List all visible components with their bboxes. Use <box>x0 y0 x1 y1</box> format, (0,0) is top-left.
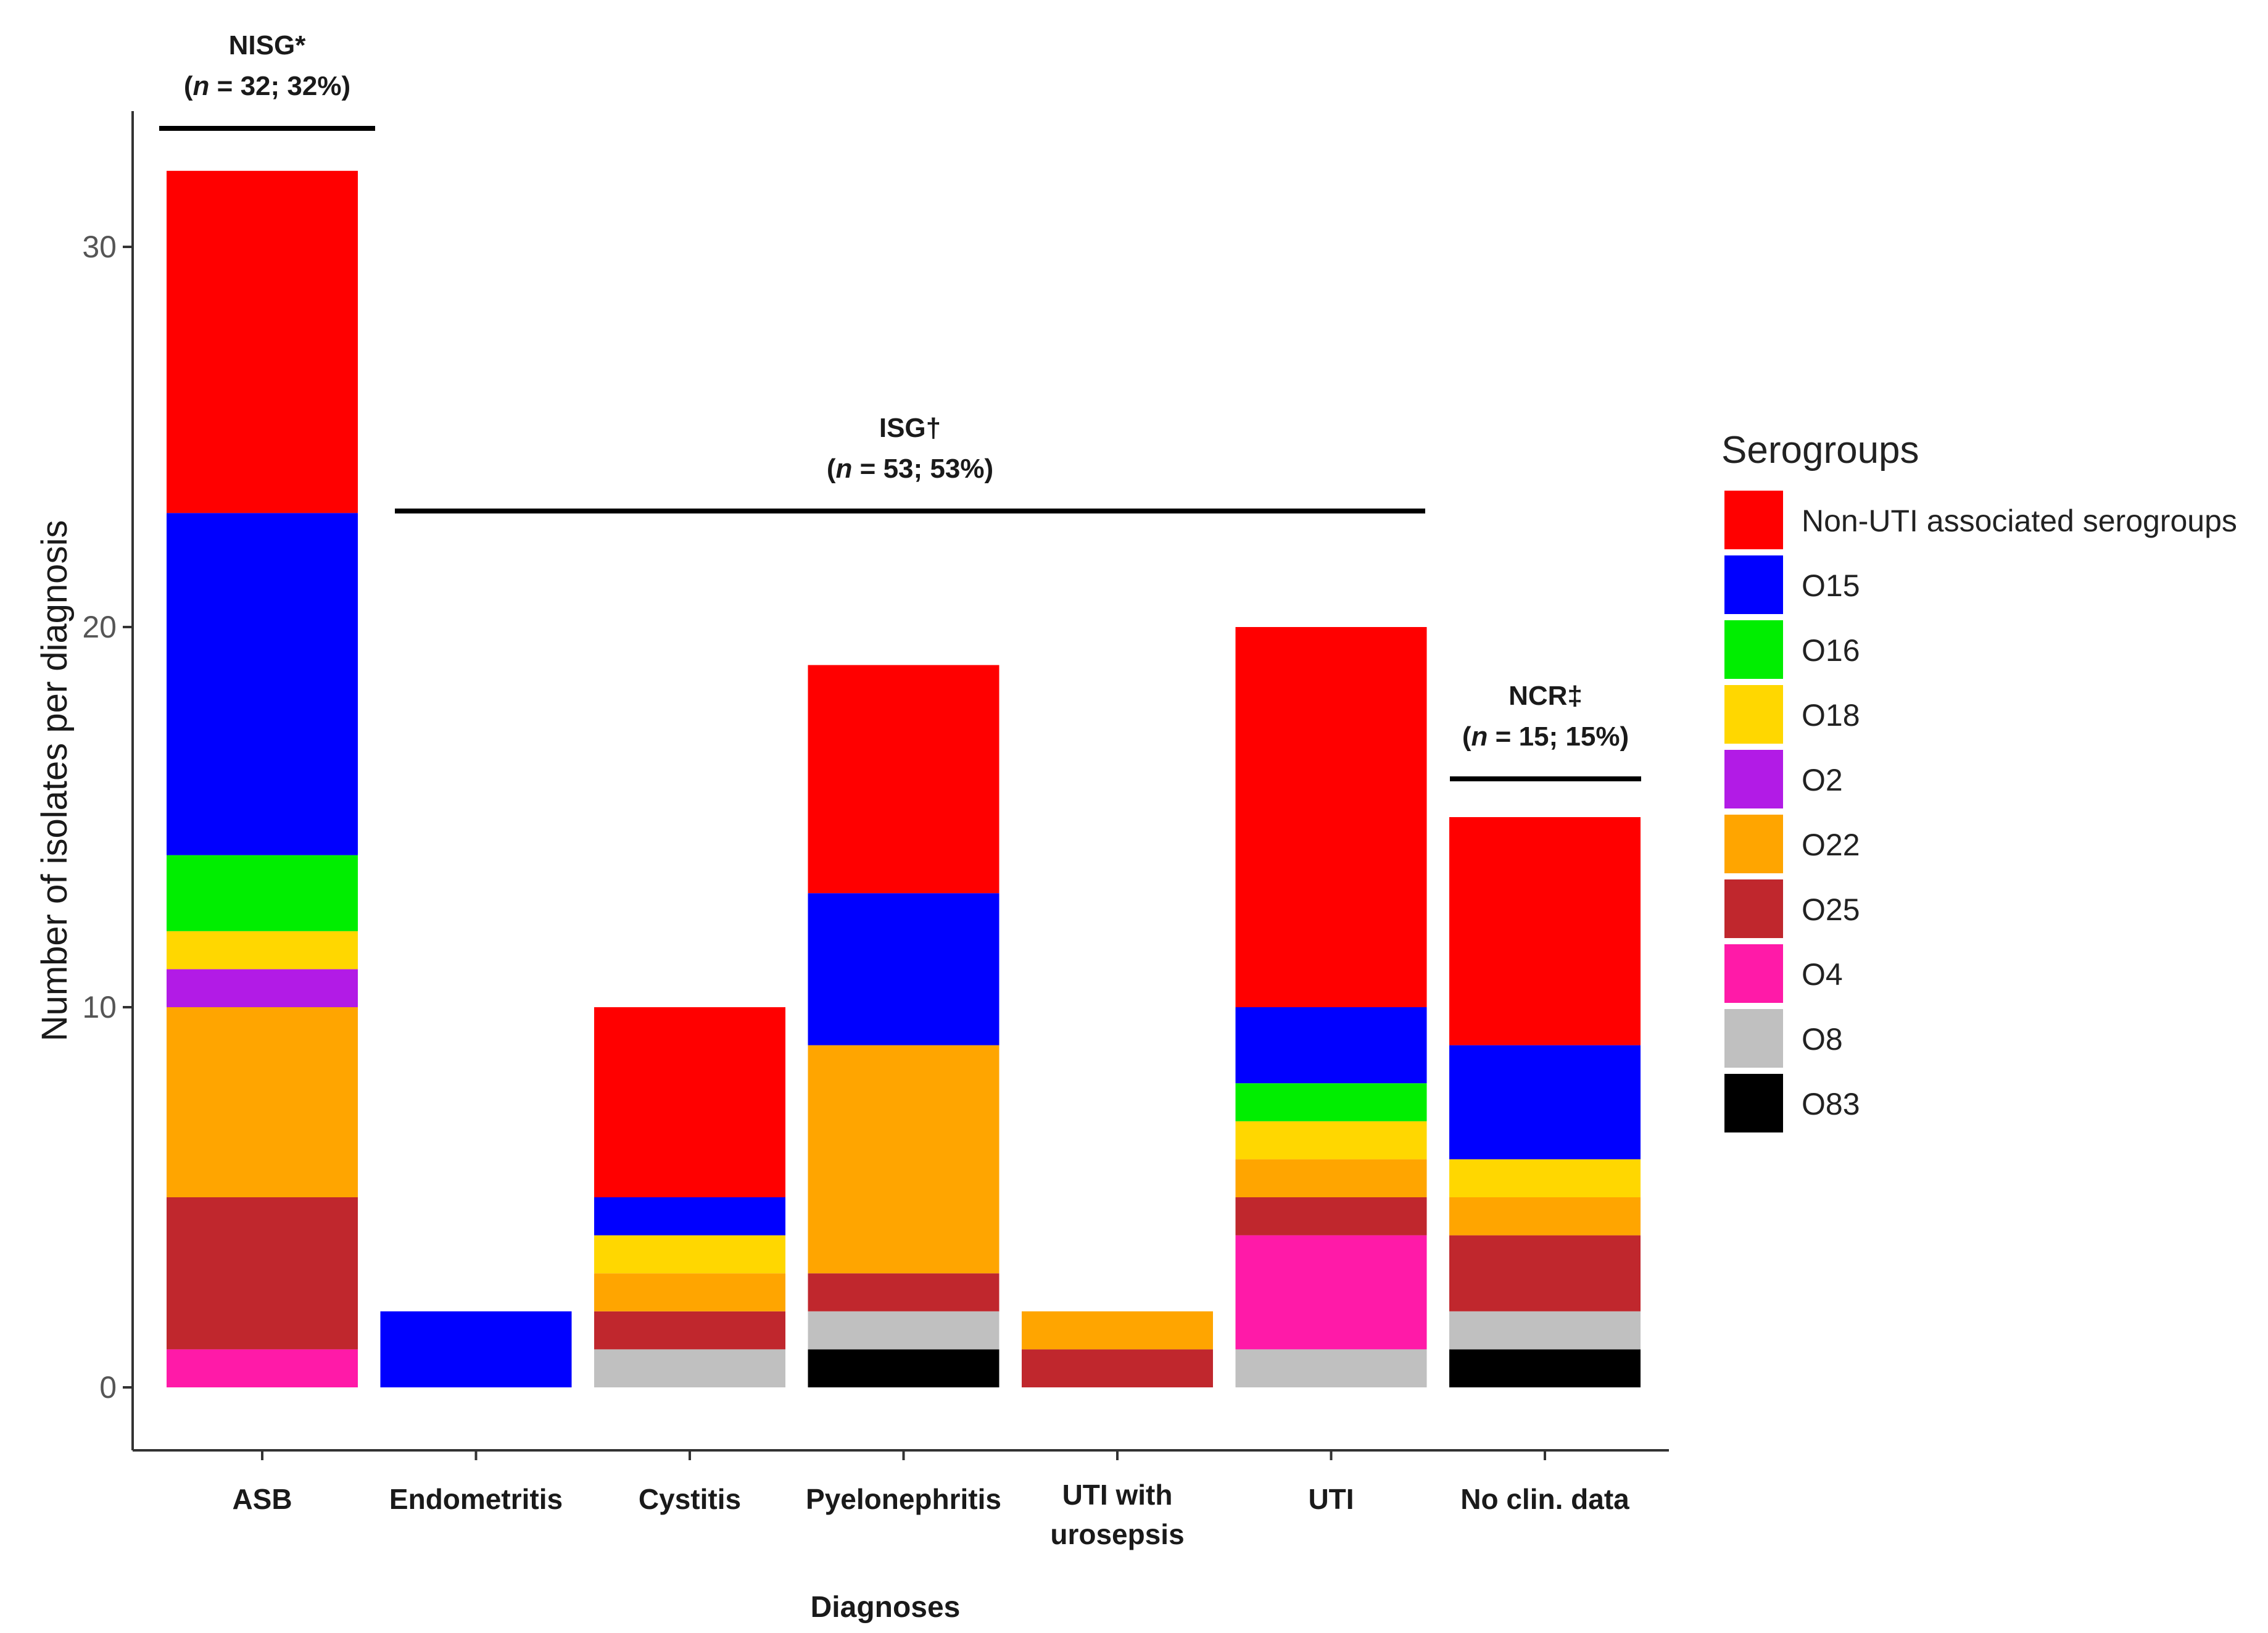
group-detail-nisg: (n = 32; 32%) <box>184 71 350 101</box>
bar-asb-o16 <box>167 855 358 931</box>
bar-asb-o4 <box>167 1349 358 1387</box>
legend-label-o25: O25 <box>1802 892 1860 927</box>
bar-pyelonephritis-o25 <box>808 1273 999 1311</box>
y-tick-label-0: 0 <box>99 1370 117 1405</box>
legend-swatch-o4 <box>1724 944 1783 1003</box>
bar-asb-o15 <box>167 513 358 855</box>
bar-no-clin-data-o8 <box>1449 1311 1641 1350</box>
legend-swatch-non-uti-associated-serogroups <box>1724 491 1783 549</box>
bar-uti-o22 <box>1235 1159 1427 1197</box>
bar-pyelonephritis-o15 <box>808 893 999 1045</box>
bar-asb-o18 <box>167 931 358 970</box>
x-axis-title: Diagnoses <box>811 1591 961 1624</box>
legend-swatch-o25 <box>1724 879 1783 938</box>
legend-label-o8: O8 <box>1802 1022 1843 1057</box>
bar-asb-o2 <box>167 969 358 1007</box>
bar-endometritis-o15 <box>380 1311 572 1387</box>
bar-pyelonephritis-o22 <box>808 1045 999 1274</box>
bar-no-clin-data-non-uti-associated-serogroups <box>1449 817 1641 1045</box>
group-label-ncr: NCR‡ <box>1509 681 1583 711</box>
y-tick-label-30: 30 <box>82 230 117 264</box>
bar-uti-o25 <box>1235 1197 1427 1236</box>
legend-label-o15: O15 <box>1802 568 1860 603</box>
legend-swatch-o16 <box>1724 620 1783 679</box>
legend-label-o22: O22 <box>1802 828 1860 862</box>
y-axis-title: Number of isolates per diagnosis <box>35 520 75 1042</box>
bar-uti-non-uti-associated-serogroups <box>1235 627 1427 1007</box>
bar-asb-o22 <box>167 1007 358 1197</box>
legend-label-o2: O2 <box>1802 763 1843 797</box>
bars-layer <box>167 170 1641 1387</box>
legend-label-non-uti-associated-serogroups: Non-UTI associated serogroups <box>1802 504 2237 538</box>
axes-layer: 0 10 20 30 ASB Endometritis Cystitis Pyelonephr… <box>35 111 1669 1624</box>
legend-label-o4: O4 <box>1802 957 1843 992</box>
group-detail-ncr: (n = 15; 15%) <box>1462 721 1629 752</box>
bar-cystitis-o25 <box>594 1311 785 1350</box>
y-tick-label-10: 10 <box>82 990 117 1024</box>
legend-swatch-o15 <box>1724 555 1783 614</box>
legend-label-o83: O83 <box>1802 1087 1860 1121</box>
x-tick-label-uti: UTI <box>1308 1483 1354 1515</box>
x-tick-label-endometritis: Endometritis <box>389 1483 563 1515</box>
bar-no-clin-data-o22 <box>1449 1197 1641 1236</box>
bar-cystitis-o18 <box>594 1235 785 1274</box>
bar-uti-o4 <box>1235 1235 1427 1350</box>
legend-label-o18: O18 <box>1802 698 1860 733</box>
bar-no-clin-data-o15 <box>1449 1045 1641 1160</box>
y-tick-label-20: 20 <box>82 610 117 644</box>
legend-label-o16: O16 <box>1802 633 1860 668</box>
legend-swatch-o83 <box>1724 1074 1783 1132</box>
bar-uti-with-urosepsis-o22 <box>1022 1311 1213 1350</box>
bar-uti-o16 <box>1235 1083 1427 1121</box>
group-annotations: NISG* (n = 32; 32%) ISG† (n = 53; 53%) NCR‡ (… <box>159 30 1641 781</box>
bar-uti-o15 <box>1235 1007 1427 1084</box>
bar-asb-non-uti-associated-serogroups <box>167 170 358 513</box>
bar-uti-with-urosepsis-o25 <box>1022 1349 1213 1387</box>
x-tick-label-cystitis: Cystitis <box>639 1483 741 1515</box>
x-tick-label-uti-with-urosepsis: UTI with urosepsis <box>1050 1479 1184 1550</box>
x-tick-label-no-clin-data: No clin. data <box>1460 1483 1629 1515</box>
group-label-isg: ISG† <box>879 413 941 443</box>
bar-no-clin-data-o25 <box>1449 1235 1641 1311</box>
bar-pyelonephritis-o83 <box>808 1349 999 1387</box>
bar-uti-o18 <box>1235 1121 1427 1160</box>
bar-no-clin-data-o83 <box>1449 1349 1641 1387</box>
bar-no-clin-data-o18 <box>1449 1159 1641 1197</box>
bar-asb-o25 <box>167 1197 358 1350</box>
bar-pyelonephritis-o8 <box>808 1311 999 1350</box>
bar-cystitis-o15 <box>594 1197 785 1236</box>
legend-swatch-o22 <box>1724 815 1783 873</box>
legend-title: Serogroups <box>1721 429 1919 472</box>
bar-cystitis-non-uti-associated-serogroups <box>594 1007 785 1197</box>
legend-swatch-o18 <box>1724 685 1783 744</box>
bar-cystitis-o22 <box>594 1273 785 1311</box>
group-label-nisg: NISG* <box>229 30 307 60</box>
x-tick-label-pyelonephritis: Pyelonephritis <box>806 1483 1001 1515</box>
legend: Serogroups Non-UTI associated serogroups O… <box>1721 429 2237 1132</box>
bar-pyelonephritis-non-uti-associated-serogroups <box>808 665 999 894</box>
group-detail-isg: (n = 53; 53%) <box>827 454 993 484</box>
legend-swatch-o2 <box>1724 750 1783 808</box>
legend-swatch-o8 <box>1724 1009 1783 1068</box>
bar-cystitis-o8 <box>594 1349 785 1387</box>
x-tick-label-asb: ASB <box>232 1483 292 1515</box>
bar-uti-o8 <box>1235 1349 1427 1387</box>
